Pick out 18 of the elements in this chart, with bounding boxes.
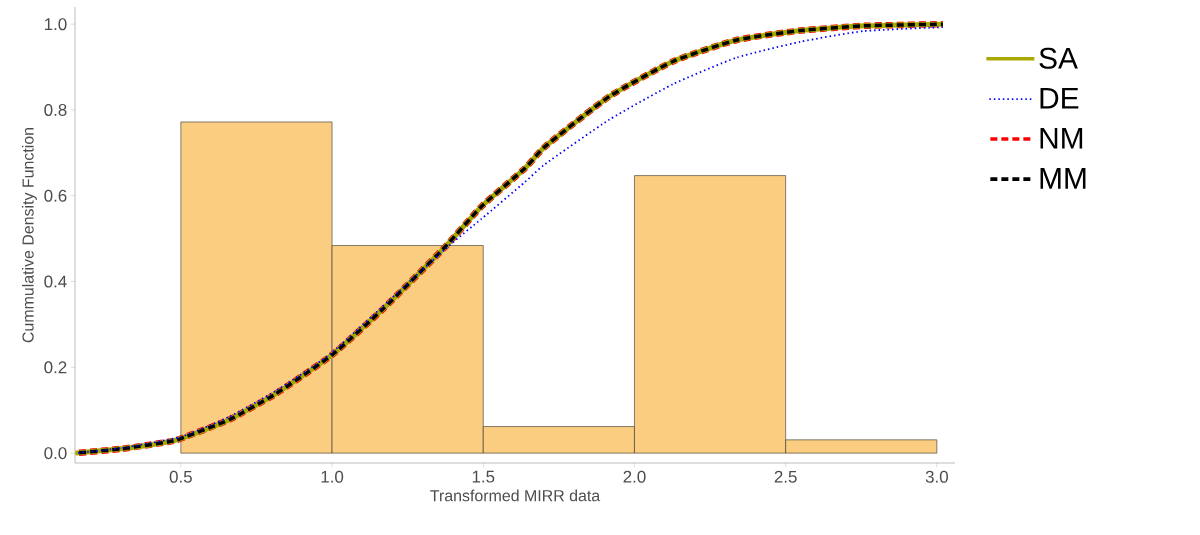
y-tick-label: 0.2: [44, 361, 67, 374]
x-tick-label: 2.0: [623, 470, 646, 483]
x-tick-label: 2.5: [774, 470, 797, 483]
y-tick-label: 0.4: [44, 275, 67, 288]
x-tick-label: 1.5: [472, 470, 495, 483]
y-tick-label: 0.6: [44, 189, 67, 202]
legend-label: MM: [1040, 168, 1086, 189]
x-tick-label: 3.0: [925, 470, 948, 483]
y-tick-label: 0.0: [44, 447, 67, 460]
legend-label: NM: [1040, 128, 1083, 149]
legend-label: DE: [1040, 88, 1079, 109]
y-tick-label: 0.8: [44, 103, 67, 116]
legend-label: SA: [1039, 47, 1078, 69]
x-axis-title: Transformed MIRR data: [430, 489, 601, 502]
x-tick-label: 1.0: [321, 470, 344, 483]
y-axis-title: Cummulative Density Function: [21, 128, 37, 343]
x-tick-label: 0.5: [169, 470, 192, 483]
y-tick-label: 1.0: [44, 18, 67, 31]
